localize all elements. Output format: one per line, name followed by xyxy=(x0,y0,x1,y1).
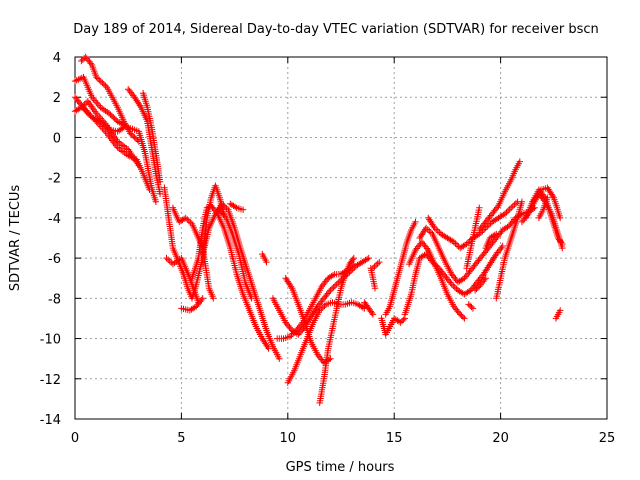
series-track-33 xyxy=(493,198,526,302)
data-point-marks xyxy=(471,275,489,294)
x-axis-label: GPS time / hours xyxy=(286,460,395,475)
plot-frame xyxy=(74,56,608,420)
data-point-marks xyxy=(284,299,368,386)
data-point-marks xyxy=(482,230,500,252)
x-tick-label: 25 xyxy=(599,431,616,446)
data-point-marks xyxy=(535,194,551,222)
data-point-marks xyxy=(199,200,283,362)
series-track-4 xyxy=(78,53,142,145)
series-track-5 xyxy=(80,104,128,135)
series-track-24 xyxy=(369,258,383,272)
data-point-marks xyxy=(476,158,523,234)
data-point-marks xyxy=(259,250,270,266)
data-point-marks xyxy=(316,254,357,407)
y-tick-label: 0 xyxy=(53,131,61,146)
series-track-40 xyxy=(535,194,551,222)
series-track-35 xyxy=(465,301,477,312)
axis-ticks xyxy=(74,56,608,420)
y-tick-label: -4 xyxy=(48,212,61,227)
series-track-26 xyxy=(382,218,419,318)
series-track-13 xyxy=(199,200,283,362)
chart-title: Day 189 of 2014, Sidereal Day-to-day VTE… xyxy=(73,22,599,37)
y-tick-label: -2 xyxy=(48,172,61,187)
data-point-marks xyxy=(163,254,202,306)
y-tick-label: -10 xyxy=(40,333,61,348)
data-point-marks xyxy=(382,218,419,318)
series-track-22 xyxy=(361,299,377,318)
data-point-marks xyxy=(465,301,477,312)
data-point-marks xyxy=(361,299,377,318)
data-point-marks xyxy=(282,275,334,366)
series-track-19 xyxy=(284,299,368,386)
data-point-marks xyxy=(405,238,468,322)
y-axis-label: SDTVAR / TECUs xyxy=(8,185,23,292)
series-track-11 xyxy=(178,295,206,314)
y-axis: 4 2 0 -2 -4 -6 -8 -10 -12 -14 xyxy=(40,51,61,428)
series-track-14 xyxy=(216,206,255,302)
series-track-41 xyxy=(552,307,564,322)
data-point-marks xyxy=(369,258,383,272)
series-track-16 xyxy=(259,250,270,266)
data-point-marks xyxy=(78,53,142,145)
x-tick-label: 10 xyxy=(280,431,297,446)
data-point-marks xyxy=(80,104,128,135)
series-track-17 xyxy=(269,254,372,338)
data-point-marks xyxy=(161,182,228,302)
series-track-20 xyxy=(316,254,357,407)
y-tick-label: -14 xyxy=(40,413,61,428)
series-track-31 xyxy=(463,204,483,272)
series-track-36 xyxy=(476,158,523,234)
data-point-marks xyxy=(227,200,247,213)
x-tick-label: 0 xyxy=(71,431,79,446)
series-track-1 xyxy=(71,73,160,205)
data-point-marks xyxy=(378,315,408,338)
series-track-34 xyxy=(471,275,489,294)
data-point-marks xyxy=(139,90,164,185)
series-track-32 xyxy=(482,230,500,252)
series-track-28 xyxy=(405,238,468,322)
data-points xyxy=(71,53,566,407)
x-tick-label: 20 xyxy=(492,431,509,446)
data-point-marks xyxy=(463,204,483,272)
data-point-marks xyxy=(493,198,526,302)
y-tick-label: -12 xyxy=(40,373,61,388)
series-track-10 xyxy=(163,254,202,306)
series-track-25 xyxy=(378,315,408,338)
data-point-marks xyxy=(178,295,206,314)
series-track-15 xyxy=(227,200,247,213)
data-point-marks xyxy=(269,254,372,338)
series-track-12 xyxy=(188,202,272,352)
x-tick-label: 5 xyxy=(177,431,185,446)
y-tick-label: -6 xyxy=(48,252,61,267)
data-point-marks xyxy=(188,202,272,352)
x-tick-label: 15 xyxy=(386,431,403,446)
data-point-marks xyxy=(552,307,564,322)
gridlines xyxy=(75,57,607,419)
series-track-8 xyxy=(161,182,228,302)
y-tick-label: 2 xyxy=(53,91,61,106)
series-track-7 xyxy=(139,90,164,185)
series-track-30 xyxy=(425,198,521,252)
data-point-marks xyxy=(425,198,521,252)
y-tick-label: 4 xyxy=(53,51,61,66)
series-track-21 xyxy=(282,275,334,366)
y-tick-label: -8 xyxy=(48,292,61,307)
x-axis: 0 5 10 15 20 25 xyxy=(71,431,615,446)
data-point-marks xyxy=(216,206,255,302)
data-point-marks xyxy=(71,73,160,205)
